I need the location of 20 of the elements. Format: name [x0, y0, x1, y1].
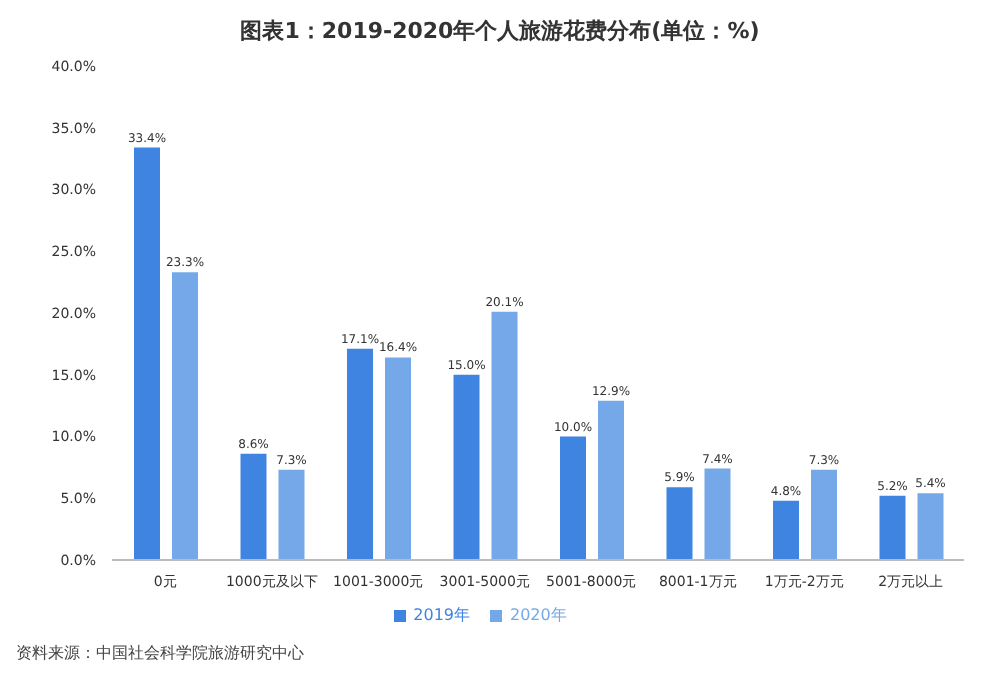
legend-label: 2019年 [413, 606, 470, 624]
bar [666, 487, 693, 560]
bar [491, 311, 518, 560]
bar [172, 272, 198, 560]
bar [240, 453, 267, 560]
bar [917, 493, 944, 560]
chart-title: 图表1：2019-2020年个人旅游花费分布(单位：%) [238, 16, 762, 46]
bar [278, 469, 305, 560]
bar [134, 147, 160, 560]
bar [347, 348, 373, 560]
legend-label: 2020年 [510, 606, 567, 624]
bar [453, 374, 480, 560]
bar [811, 469, 837, 560]
text: 资料来源：中国社会科学院旅游研究中心 [16, 642, 306, 664]
bar [598, 400, 624, 560]
bar [560, 436, 586, 560]
bar [704, 468, 731, 560]
bar [773, 500, 799, 560]
bar [879, 495, 906, 560]
bar [385, 357, 411, 560]
